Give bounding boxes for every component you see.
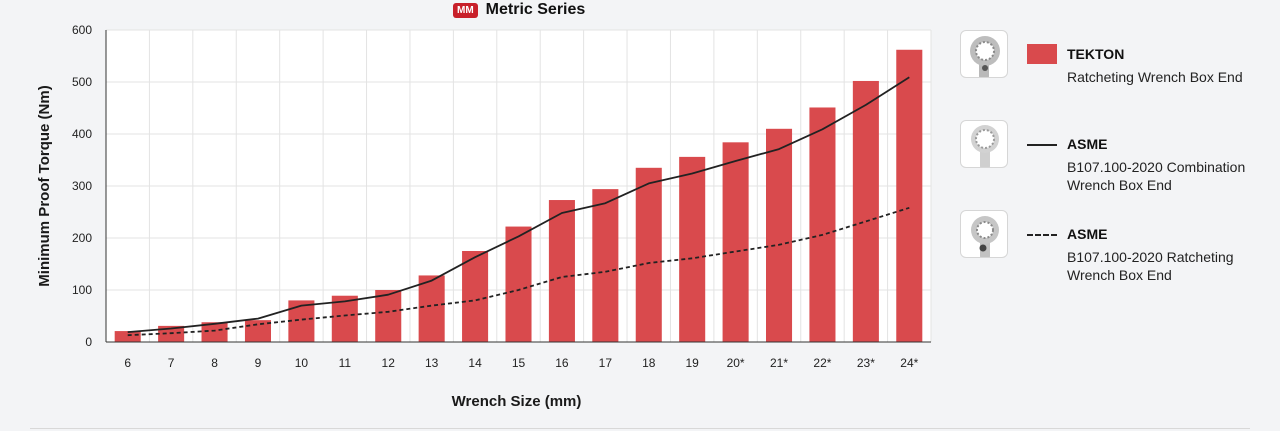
legend-name: TEKTON [1067, 46, 1125, 62]
x-tick-label: 15 [512, 356, 526, 370]
bar [462, 251, 489, 342]
bottom-divider [30, 428, 1250, 429]
bar [375, 290, 402, 342]
legend-desc: Ratcheting Wrench Box End [1067, 69, 1243, 85]
bar [809, 107, 836, 342]
bar [679, 156, 706, 342]
bar [592, 189, 619, 342]
chart-title: Metric Series [485, 1, 586, 18]
chart-header: MM Metric Series [453, 0, 585, 20]
x-tick-label: 20* [727, 356, 745, 370]
combination-wrench-icon [960, 120, 1008, 168]
y-tick-label: 400 [72, 127, 92, 141]
bar [505, 226, 532, 342]
y-tick-label: 300 [72, 179, 92, 193]
x-tick-label: 22* [813, 356, 831, 370]
x-tick-label: 23* [857, 356, 875, 370]
x-tick-label: 18 [642, 356, 656, 370]
x-tick-label: 11 [339, 356, 352, 370]
y-tick-label: 500 [72, 75, 92, 89]
ratcheting-wrench-icon [960, 210, 1008, 258]
x-tick-label: 10 [295, 356, 309, 370]
torque-chart: 0 100 200 300 400 500 600 6 7 8 9 10 11 12 13 14 15 16 17 1… [36, 23, 932, 410]
legend-desc: B107.100-2020 Ratcheting Wrench Box End [1067, 249, 1234, 283]
bar [418, 275, 445, 342]
series-line-asme-combination [127, 76, 910, 333]
x-tick-label: 13 [425, 356, 439, 370]
legend-swatch-solid-line [1027, 144, 1057, 146]
legend-item-tekton: TEKTON Ratcheting Wrench Box End [960, 30, 1270, 110]
legend-swatch-dashed-line [1027, 234, 1057, 236]
legend-name: ASME [1067, 226, 1108, 242]
bar [722, 142, 749, 342]
bar [766, 128, 793, 342]
x-tick-label: 9 [255, 356, 262, 370]
bar [288, 300, 315, 342]
bar [635, 167, 662, 342]
bar [244, 320, 271, 342]
legend-item-asme-ratcheting: ASME B107.100-2020 Ratcheting Wrench Box… [960, 210, 1270, 290]
x-tick-label: 7 [168, 356, 175, 370]
bar [852, 80, 879, 343]
bar [331, 295, 358, 342]
y-tick-label: 0 [85, 335, 92, 349]
ratcheting-wrench-icon [960, 30, 1008, 78]
metric-badge: MM [453, 2, 478, 18]
x-tick-label: 21* [770, 356, 788, 370]
x-tick-label: 19 [686, 356, 700, 370]
x-tick-label: 17 [599, 356, 613, 370]
bar [896, 49, 923, 342]
y-tick-label: 100 [72, 283, 92, 297]
x-tick-label: 24* [900, 356, 918, 370]
bar [114, 331, 141, 342]
bar [201, 322, 228, 342]
x-tick-label: 6 [124, 356, 131, 370]
y-axis-title: Minimum Proof Torque (Nm) [36, 85, 53, 286]
bar [548, 200, 575, 342]
x-tick-label: 12 [382, 356, 396, 370]
legend-desc: B107.100-2020 Combination Wrench Box End [1067, 159, 1246, 193]
x-axis-title: Wrench Size (mm) [452, 393, 582, 410]
series-line-asme-ratcheting [127, 206, 910, 337]
y-tick-label: 600 [72, 23, 92, 37]
x-tick-label: 8 [211, 356, 218, 370]
x-tick-label: 14 [468, 356, 482, 370]
x-tick-label: 16 [555, 356, 569, 370]
legend-item-asme-combination: ASME B107.100-2020 Combination Wrench Bo… [960, 120, 1270, 200]
legend-name: ASME [1067, 136, 1108, 152]
legend-swatch-bar [1027, 44, 1057, 64]
y-tick-label: 200 [72, 231, 92, 245]
